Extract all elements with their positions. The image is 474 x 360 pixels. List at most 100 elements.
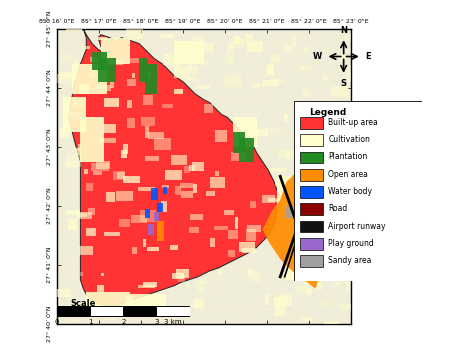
Point — [107, 256, 114, 261]
Point — [305, 72, 313, 78]
Point — [216, 225, 223, 230]
Point — [124, 189, 131, 195]
Point — [271, 61, 278, 67]
Point — [127, 26, 134, 32]
Point — [166, 224, 173, 230]
Point — [201, 96, 208, 102]
Bar — [154, 138, 171, 150]
Point — [154, 202, 161, 208]
Point — [201, 269, 209, 275]
Point — [301, 270, 309, 276]
Point — [159, 153, 166, 159]
Point — [326, 275, 334, 281]
Point — [268, 220, 276, 225]
Bar — [138, 187, 155, 191]
Point — [233, 212, 241, 217]
Point — [328, 161, 335, 167]
Point — [122, 157, 129, 163]
Point — [224, 33, 232, 39]
Point — [83, 164, 91, 170]
Point — [299, 144, 306, 150]
Point — [272, 246, 280, 251]
Point — [274, 284, 282, 289]
Point — [187, 185, 194, 191]
Point — [292, 246, 300, 252]
Point — [249, 113, 257, 119]
Point — [264, 64, 272, 70]
Point — [177, 188, 184, 194]
Point — [170, 96, 177, 102]
Point — [188, 246, 196, 251]
Point — [167, 239, 175, 244]
Point — [336, 169, 343, 175]
Bar — [303, 89, 310, 97]
Point — [312, 161, 319, 167]
Point — [103, 308, 110, 314]
Point — [339, 47, 347, 53]
Point — [263, 272, 270, 278]
Point — [212, 222, 220, 228]
Point — [218, 273, 225, 279]
Point — [329, 251, 337, 257]
Point — [107, 164, 114, 170]
Text: Airport runway: Airport runway — [328, 222, 386, 231]
Point — [269, 99, 276, 105]
Point — [90, 146, 98, 152]
Point — [83, 36, 91, 41]
Point — [211, 270, 219, 276]
Point — [197, 61, 204, 67]
Point — [165, 312, 173, 318]
Bar — [146, 126, 149, 138]
Point — [118, 145, 125, 151]
Point — [146, 290, 154, 296]
Bar — [235, 217, 238, 229]
Point — [284, 175, 292, 180]
Point — [227, 312, 235, 318]
Point — [83, 142, 91, 148]
Point — [235, 285, 243, 291]
Point — [204, 66, 211, 72]
Point — [59, 61, 67, 67]
Point — [346, 62, 353, 67]
Point — [317, 195, 324, 201]
Point — [100, 106, 108, 112]
Point — [77, 315, 85, 320]
Point — [84, 263, 92, 269]
Point — [115, 78, 123, 84]
Point — [81, 70, 89, 76]
Point — [163, 29, 171, 35]
Point — [229, 313, 237, 319]
Point — [288, 176, 296, 181]
Point — [165, 108, 173, 114]
Point — [280, 120, 287, 126]
Bar — [274, 297, 287, 307]
Point — [116, 144, 123, 150]
Point — [335, 96, 342, 102]
Point — [149, 38, 157, 44]
Point — [62, 78, 70, 84]
Point — [59, 73, 66, 79]
Point — [137, 201, 145, 207]
Point — [133, 235, 140, 241]
Point — [241, 223, 249, 229]
Bar — [79, 246, 93, 255]
Point — [79, 38, 86, 44]
Point — [130, 122, 137, 127]
Point — [295, 316, 303, 322]
Point — [297, 60, 304, 66]
Point — [247, 245, 255, 251]
Point — [124, 273, 131, 279]
Point — [173, 201, 181, 206]
Bar — [334, 278, 340, 286]
Point — [329, 245, 337, 251]
Point — [284, 165, 292, 171]
Bar — [189, 60, 192, 71]
Point — [283, 306, 290, 312]
Point — [344, 39, 351, 44]
Point — [140, 38, 147, 44]
Point — [325, 119, 333, 125]
Point — [324, 246, 331, 251]
Point — [120, 221, 128, 226]
Point — [321, 88, 329, 94]
Bar — [319, 159, 323, 169]
